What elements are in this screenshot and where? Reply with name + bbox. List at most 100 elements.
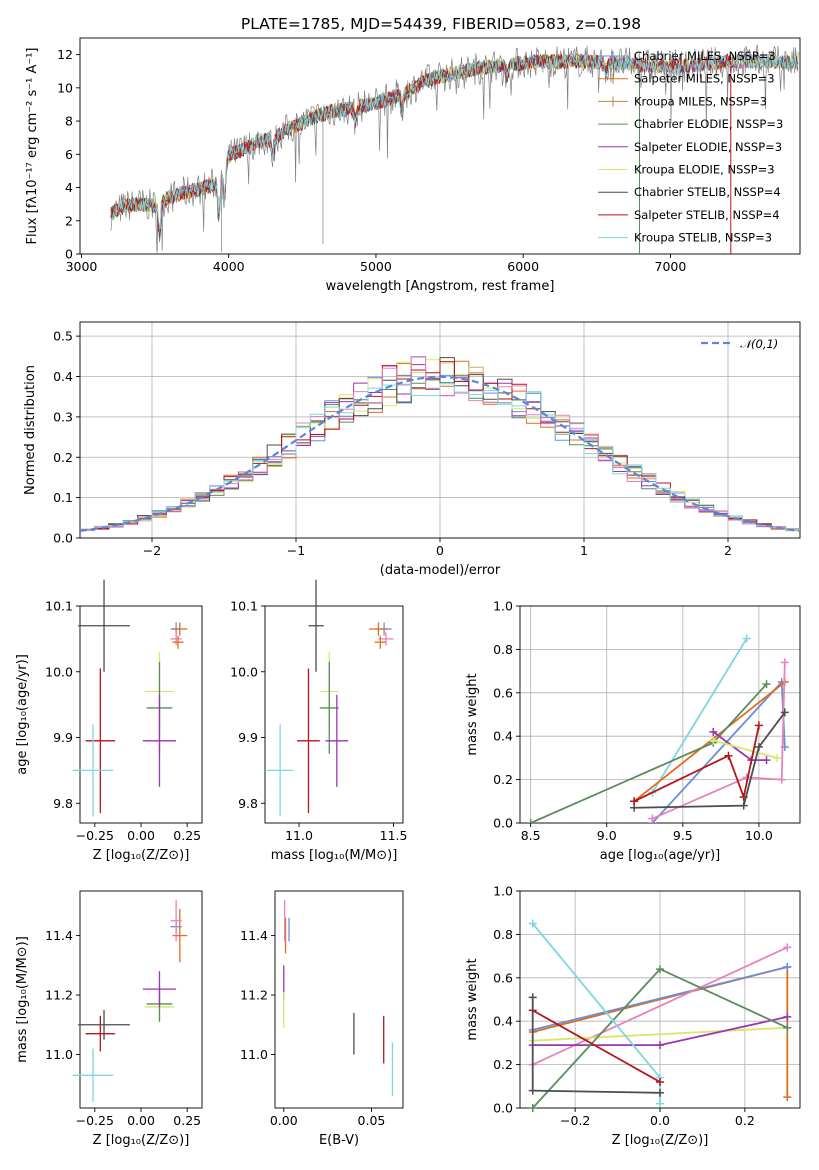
y-tick-label: 0.5 — [53, 329, 73, 344]
y-axis-label: mass [log₁₀(M/M⊙)] — [15, 936, 30, 1063]
spectrum-model-line — [110, 53, 731, 232]
weight-marker — [783, 1093, 792, 1102]
weight-line — [532, 1026, 788, 1042]
ebv-mass-axes: 0.00 0.05 11.0 11.2 11.4 E(B-V) — [240, 890, 404, 1148]
legend-entry: Salpeter ELODIE, NSSP=3 — [634, 140, 782, 154]
x-tick-label: 6000 — [507, 259, 539, 274]
weight-marker — [709, 727, 718, 736]
y-axis-label: age [log₁₀(age/yr)] — [15, 654, 30, 775]
weight-line — [713, 739, 778, 759]
y-axis-label: Flux [fλ10⁻¹⁷ erg cm⁻² s⁻¹ A⁻¹] — [25, 48, 40, 245]
weight-marker — [783, 1012, 792, 1021]
legend-entry: Chabrier MILES, NSSP=3 — [634, 49, 776, 63]
y-tick-label: 11.2 — [240, 988, 268, 1003]
spectrum-axes: 3000 4000 5000 6000 7000 0 2 4 6 8 10 12 wavelength … — [25, 37, 801, 294]
z-mass-axes: −0.25 0.00 0.25 11.0 11.2 11.4 Z [log₁₀(Z/Z⊙)]… — [15, 890, 203, 1148]
y-tick-label: 4 — [65, 180, 73, 195]
x-axis-label: age [log₁₀(age/yr)] — [600, 848, 721, 863]
axes-frame — [79, 37, 801, 255]
weight-marker — [656, 965, 664, 974]
weight-marker — [528, 993, 537, 1002]
y-tick-label: 10.1 — [230, 599, 258, 614]
x-tick-label: −0.25 — [76, 828, 114, 843]
legend-entry: Chabrier ELODIE, NSSP=3 — [634, 117, 783, 131]
x-tick-label: 9.5 — [673, 828, 693, 843]
weight-marker — [742, 634, 751, 643]
weight-marker — [773, 753, 782, 762]
legend-entry: Salpeter STELIB, NSSP=4 — [634, 208, 780, 222]
weight-marker — [526, 819, 535, 823]
mass-age-axes: 11.0 11.5 9.8 9.9 10.0 10.1 mass [log₁₀(M/M⊙)] — [230, 579, 407, 863]
weight-line — [532, 1009, 661, 1083]
spectrum-model-line — [110, 53, 640, 241]
y-tick-label: 0.2 — [493, 772, 513, 787]
normal-curve — [79, 375, 801, 532]
x-tick-label: 4000 — [213, 259, 245, 274]
weight-line — [651, 679, 786, 823]
weight-marker — [724, 751, 733, 760]
weight-marker — [656, 1088, 664, 1097]
weight-marker — [780, 658, 789, 667]
y-tick-label: 8 — [65, 114, 73, 129]
spectrum-legend: Chabrier MILES, NSSP=3 Salpeter MILES, NS… — [598, 49, 783, 245]
x-tick-label: 0.00 — [127, 1113, 155, 1128]
axes-frame — [79, 605, 203, 824]
weight-marker — [739, 801, 748, 810]
y-tick-label: 0.2 — [53, 450, 73, 465]
y-tick-label: 9.8 — [53, 796, 73, 811]
y-tick-label: 10.0 — [45, 664, 73, 679]
spectrum-model-line — [110, 53, 640, 234]
weight-line — [652, 662, 786, 820]
weight-marker — [528, 1104, 537, 1112]
y-tick-label: 6 — [65, 147, 73, 162]
weight-marker — [709, 736, 718, 745]
x-tick-label: 11.0 — [285, 828, 313, 843]
weight-marker — [528, 1086, 537, 1095]
axes-frame — [264, 605, 404, 824]
x-tick-label: 0.00 — [127, 828, 155, 843]
y-tick-label: 9.9 — [53, 730, 73, 745]
y-tick-label: 0.0 — [493, 1101, 513, 1116]
y-tick-label: 10.0 — [230, 664, 258, 679]
weight-line — [651, 638, 748, 794]
y-axis-label: mass weight — [465, 958, 480, 1040]
x-tick-label: 0.00 — [270, 1113, 298, 1128]
weight-marker — [754, 721, 763, 730]
y-tick-label: 12 — [57, 47, 73, 62]
x-tick-label: −0.2 — [560, 1113, 590, 1128]
x-axis-label: Z [log₁₀(Z/Z⊙)] — [612, 1133, 709, 1148]
y-tick-label: 2 — [65, 213, 73, 228]
y-tick-label: 0.6 — [493, 685, 513, 700]
weight-marker — [777, 775, 786, 784]
x-tick-label: 0.25 — [173, 828, 201, 843]
weight-marker — [783, 962, 792, 971]
z-weight-axes: −0.2 0.0 0.2 0.0 0.2 0.4 0.6 0.8 1.0 Z [log₁₀(Z/Z… — [465, 884, 801, 1148]
axes-frame — [274, 890, 404, 1109]
weight-marker — [656, 1077, 664, 1086]
weight-marker — [648, 814, 657, 823]
x-tick-label: 0.2 — [735, 1113, 755, 1128]
x-axis-label: (data-model)/error — [380, 563, 501, 578]
y-tick-label: 11.2 — [45, 988, 73, 1003]
y-tick-label: 0.4 — [493, 1014, 513, 1029]
x-tick-label: 0.25 — [173, 1113, 201, 1128]
y-tick-label: 0.8 — [493, 927, 513, 942]
chart-title: PLATE=1785, MJD=54439, FIBERID=0583, z=0… — [241, 15, 641, 33]
legend-entry: Kroupa MILES, NSSP=3 — [634, 94, 767, 108]
x-tick-label: 3000 — [66, 259, 98, 274]
legend-entry: Salpeter MILES, NSSP=3 — [634, 72, 775, 86]
weight-marker — [762, 756, 771, 765]
y-tick-label: 0.0 — [493, 816, 513, 831]
legend-entry: Chabrier STELIB, NSSP=4 — [634, 185, 781, 199]
y-tick-label: 9.8 — [238, 796, 258, 811]
x-tick-label: −1 — [287, 543, 305, 558]
y-tick-label: 11.0 — [45, 1047, 73, 1062]
age-weight-axes: 8.5 9.0 9.5 10.0 0.0 0.2 0.4 0.6 0.8 1.0 age [log₁… — [465, 599, 801, 863]
x-tick-label: 9.0 — [597, 828, 617, 843]
x-tick-label: 1 — [580, 543, 588, 558]
x-axis-label: Z [log₁₀(Z/Z⊙)] — [93, 848, 190, 863]
y-tick-label: 0.2 — [493, 1057, 513, 1072]
weight-marker — [783, 1023, 792, 1032]
x-tick-label: 5000 — [360, 259, 392, 274]
